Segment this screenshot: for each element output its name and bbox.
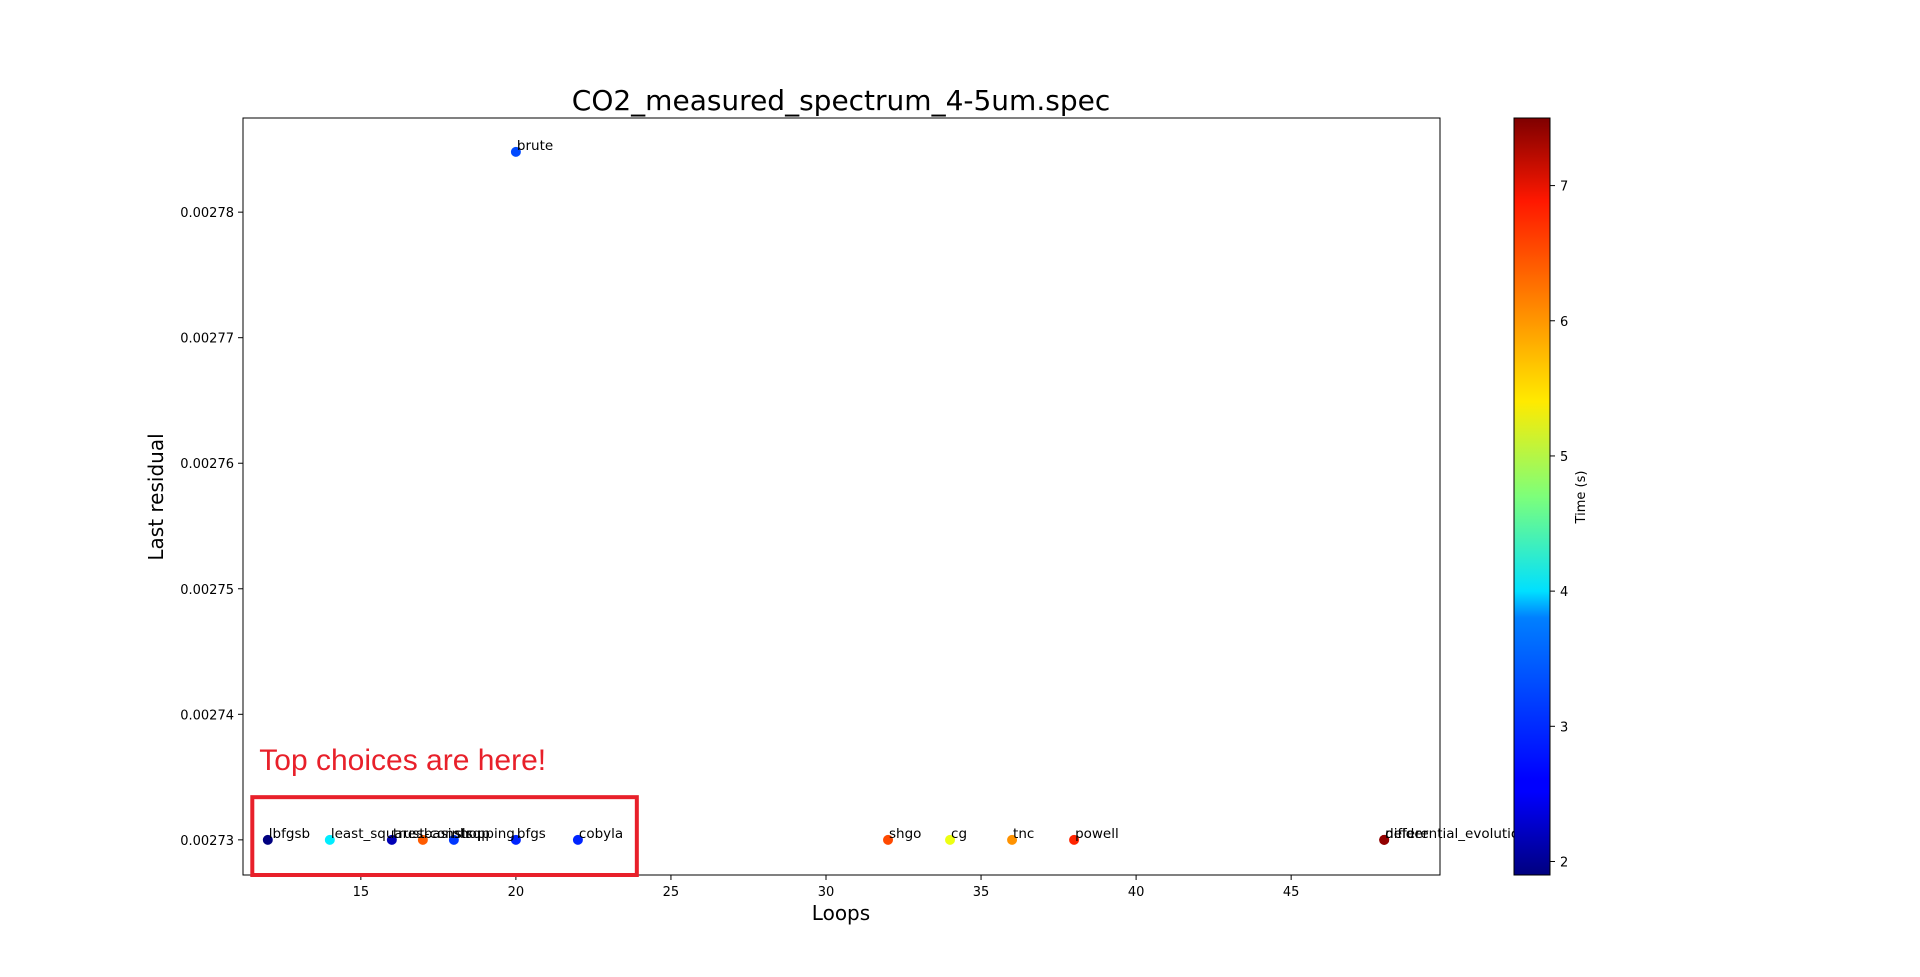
annotation-box [250, 795, 639, 877]
point-cg [945, 834, 956, 845]
y-axis-label: Last residual [144, 433, 168, 560]
colorbar-tick-label: 7 [1560, 180, 1568, 195]
x-tick-label: 45 [1283, 885, 1300, 900]
data-points [262, 146, 1390, 845]
colorbar-frame [1513, 117, 1551, 876]
y-tick-label: 0.00275 [180, 583, 234, 598]
colorbar: 2 3 4 5 6 7 Time (s) [1513, 117, 1589, 876]
point-label-brute: brute [517, 138, 553, 154]
point-least_squares [324, 834, 335, 845]
point-label-tnc: tnc [1013, 826, 1034, 842]
y-tick-label: 0.00276 [180, 457, 234, 472]
x-tick-label: 30 [818, 885, 835, 900]
colorbar-tick-label: 6 [1560, 315, 1568, 330]
colorbar-tick-label: 5 [1560, 450, 1568, 465]
y-tick-label: 0.00273 [180, 834, 234, 849]
point-label-basinhopping: basinhopping [424, 826, 515, 842]
x-axis-label: Loops [812, 901, 870, 925]
point-label-bfgs: bfgs [517, 826, 546, 842]
x-tick-label: 20 [508, 885, 525, 900]
point-label-powell: powell [1075, 826, 1119, 842]
point-label-cobyla: cobyla [579, 826, 623, 842]
point-nelder [1379, 834, 1390, 845]
point-brute [510, 146, 521, 157]
y-tick-label: 0.00274 [180, 708, 234, 723]
point-cobyla [572, 834, 583, 845]
point-label-cg: cg [951, 826, 967, 842]
annotation-text: Top choices are here! [259, 744, 546, 777]
x-tick-label: 15 [353, 885, 370, 900]
point-label-least_squares: least_squares [331, 826, 423, 842]
x-tick-label: 35 [973, 885, 990, 900]
y-axis: 0.00273 0.00274 0.00275 0.00276 0.00277 0.002… [180, 206, 243, 849]
point-bfgs [510, 834, 521, 845]
point-label-differential_evolution: differential_evolution [1385, 826, 1528, 842]
annotation: Top choices are here! [250, 744, 639, 877]
x-tick-label: 40 [1128, 885, 1145, 900]
point-powell [1069, 834, 1080, 845]
point-labels: brute lbfgsb least_squarestrust-constrbasi… [269, 138, 1528, 842]
x-axis: 15 20 25 30 35 40 45 [353, 875, 1300, 900]
colorbar-tick-label: 4 [1560, 585, 1568, 600]
colorbar-tick-label: 3 [1560, 720, 1568, 735]
x-tick-label: 25 [663, 885, 680, 900]
point-label-trust-constr: trust-constr [393, 826, 472, 842]
y-tick-label: 0.00277 [180, 332, 234, 347]
point-tnc [1007, 834, 1018, 845]
point-label-nelder: nelder [1385, 826, 1428, 842]
point-trust-constr [386, 834, 397, 845]
colorbar-tick-label: 2 [1560, 855, 1568, 870]
point-label-slsqp: slsqp [455, 826, 490, 842]
colorbar-label: Time (s) [1574, 471, 1589, 525]
point-basinhopping [417, 834, 428, 845]
point-slsqp [448, 834, 459, 845]
colorbar-gradient [1514, 118, 1550, 875]
point-label-lbfgsb: lbfgsb [269, 826, 310, 842]
plot-frame [242, 117, 1441, 876]
point-label-shgo: shgo [889, 826, 921, 842]
point-lbfgsb [262, 834, 273, 845]
y-tick-label: 0.00278 [180, 206, 234, 221]
chart-title: CO2_measured_spectrum_4-5um.spec [572, 84, 1110, 117]
colorbar-ticks: 2 3 4 5 6 7 [1550, 180, 1568, 870]
point-shgo [883, 834, 894, 845]
